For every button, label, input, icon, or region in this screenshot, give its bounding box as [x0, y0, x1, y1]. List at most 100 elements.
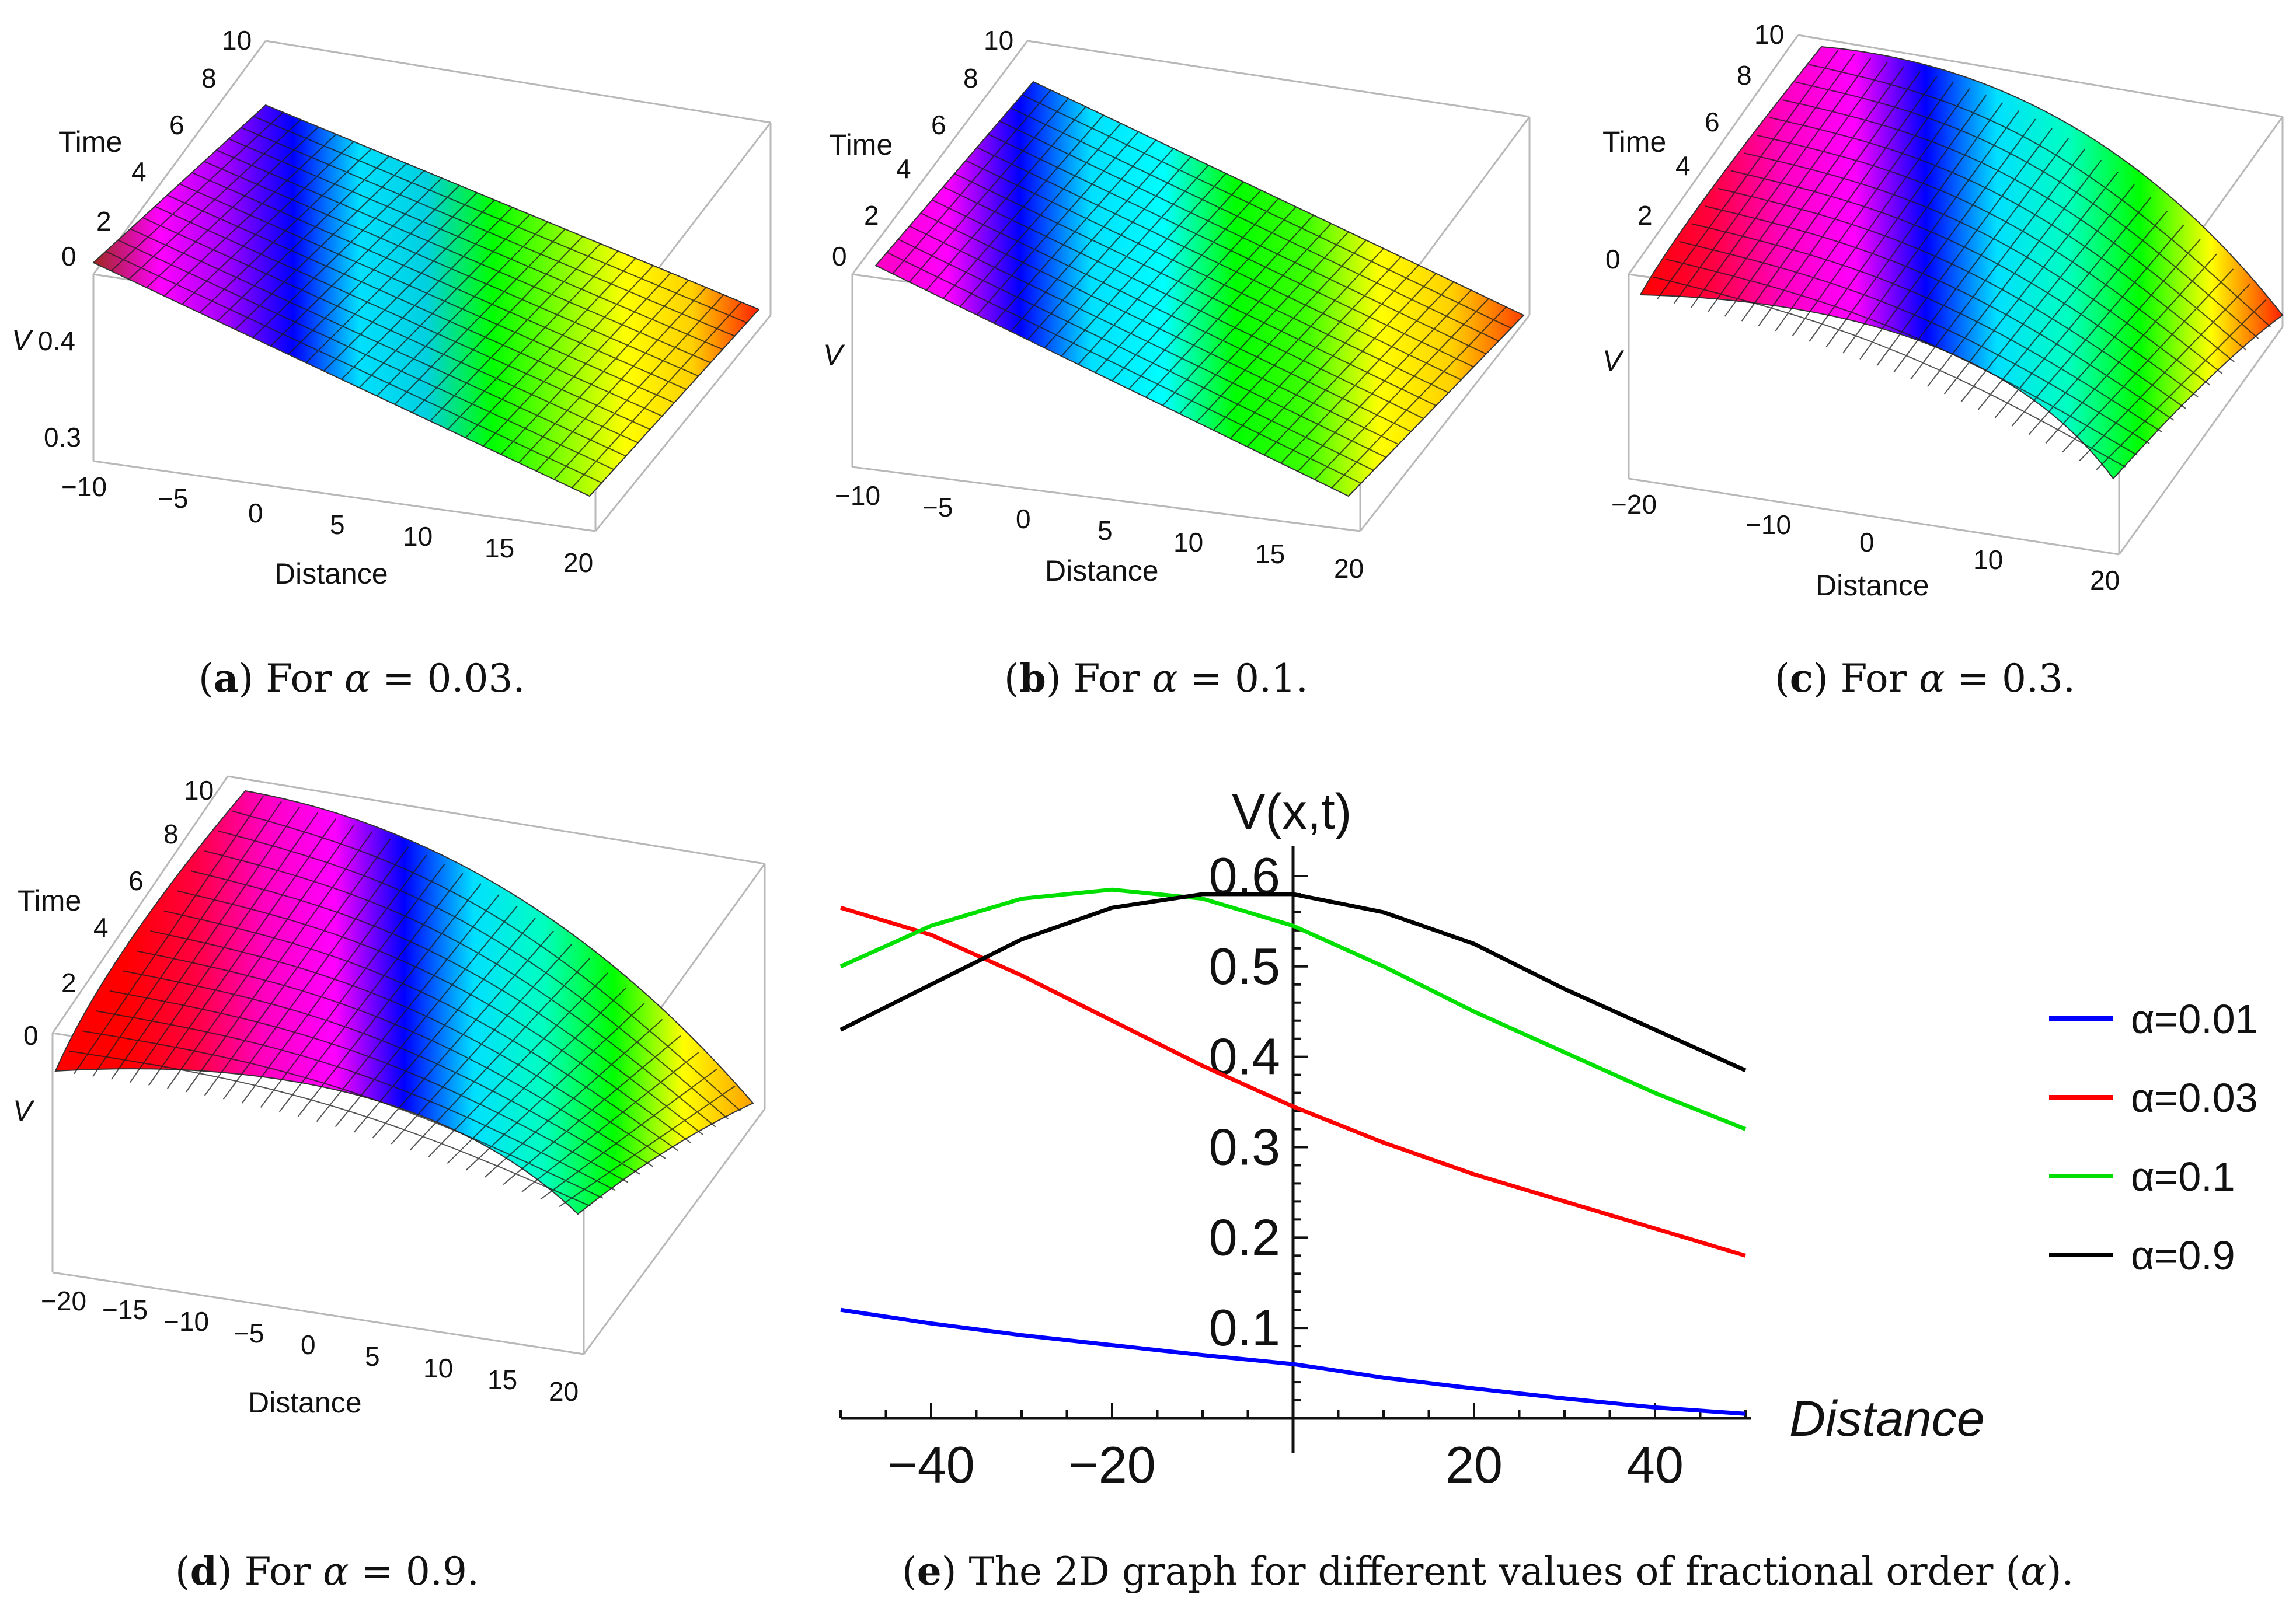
panel-d-time-tick: 0 — [23, 1020, 39, 1051]
panel-b-caption: (b) For α = 0.1. — [1004, 655, 1308, 701]
panel-c-time-label: Time — [1602, 125, 1666, 158]
panel-a-distance-tick: 5 — [330, 510, 345, 540]
panel-c-distance-tick: 0 — [1859, 527, 1875, 557]
mesh-line — [137, 950, 654, 1167]
panel-d: Time V Distance 0 2 4 6 8 10 −20 −15 −10… — [13, 775, 766, 1594]
panel-c-time-tick: 2 — [1637, 200, 1653, 231]
mesh-line — [931, 199, 1412, 432]
panel-a: Time V Distance 0 2 4 6 8 10 0.4 0.3 −10… — [12, 25, 772, 701]
panel-a-distance-tick: 20 — [563, 547, 593, 578]
mesh-line — [231, 810, 741, 1112]
mesh-line — [123, 970, 641, 1175]
panel-d-distance-tick: 5 — [365, 1341, 380, 1372]
mesh-line — [1022, 94, 1512, 329]
panel-a-time-tick: 4 — [131, 156, 147, 187]
panel-a-distance-tick: −5 — [158, 483, 188, 514]
panel-d-distance-tick: 0 — [301, 1330, 316, 1360]
mesh-line — [977, 147, 1462, 381]
mesh-line — [253, 116, 747, 323]
panel-a-v-tick: 0.3 — [44, 422, 81, 452]
mesh-line — [216, 149, 711, 364]
mesh-line — [988, 134, 1474, 368]
mesh-line — [1730, 170, 2199, 397]
panel-e-caption: (e) The 2D graph for different values of… — [902, 1548, 2074, 1594]
panel-d-distance-tick: −20 — [41, 1286, 86, 1316]
mesh-line — [1653, 276, 2126, 468]
mesh-line — [82, 1030, 604, 1199]
surface-a — [92, 104, 760, 497]
panel-a-distance-tick: 15 — [485, 533, 514, 563]
panel-a-v-label: V — [12, 324, 34, 357]
panel-c-v-label: V — [1602, 344, 1625, 377]
panel-d-distance-tick: 15 — [487, 1365, 517, 1395]
mesh-line — [1757, 134, 2223, 374]
mesh-d — [69, 796, 741, 1208]
panel-b-distance-tick: 0 — [1016, 504, 1031, 534]
panel-e: −40 −20 20 40 0.10.20.30.40.50.6 V(x,t) Dis… — [839, 784, 2258, 1594]
panel-c-caption: (c) For α = 0.3. — [1775, 655, 2075, 701]
panel-d-time-tick: 4 — [93, 912, 109, 943]
panel-d-time-tick: 2 — [61, 968, 76, 998]
panel-d-time-ticks: 0 2 4 6 8 10 — [23, 775, 214, 1051]
mesh-c — [1653, 50, 2271, 470]
panel-b-time-ticks: 0 2 4 6 8 10 — [832, 25, 1013, 271]
panel-a-distance-tick: 10 — [403, 521, 433, 552]
mesh-line — [109, 990, 629, 1183]
x-tick-label: 20 — [1445, 1436, 1503, 1494]
panel-a-caption: (a) For α = 0.03. — [198, 655, 525, 701]
panel-b-distance-tick: 10 — [1173, 527, 1203, 557]
panel-c-time-tick: 0 — [1605, 244, 1621, 274]
panel-a-time-ticks: 0 2 4 6 8 10 — [61, 25, 252, 271]
panel-a-time-tick: 2 — [96, 206, 112, 236]
mesh-line — [920, 212, 1399, 445]
legend: α=0.01 α=0.03 α=0.1 α=0.9 — [2049, 996, 2258, 1278]
x-tick-label: 40 — [1626, 1436, 1684, 1494]
mesh-line — [218, 830, 729, 1119]
panel-c-time-tick: 8 — [1737, 60, 1752, 90]
mesh-line — [1769, 117, 2235, 362]
panel-c-box — [1628, 34, 2284, 556]
panel-d-time-label: Time — [18, 884, 81, 917]
panel-d-distance-tick: −5 — [234, 1318, 264, 1348]
mesh-line — [1717, 187, 2186, 409]
surface-d — [54, 790, 754, 1215]
mesh-line — [1808, 64, 2271, 327]
panel-b-time-tick: 4 — [896, 154, 911, 184]
legend-label: α=0.01 — [2131, 996, 2258, 1042]
panel-b-distance-tick: 15 — [1255, 539, 1285, 569]
series-lines — [839, 887, 1747, 1416]
legend-label: α=0.03 — [2131, 1075, 2258, 1121]
mesh-line — [1679, 240, 2150, 444]
panel-a-distance-label: Distance — [274, 557, 388, 590]
legend-label: α=0.1 — [2131, 1154, 2235, 1199]
mesh-line — [117, 239, 614, 470]
panel-b-distance-tick: 5 — [1098, 515, 1113, 546]
panel-c-distance-tick: −10 — [1745, 510, 1791, 540]
mesh-line — [1692, 223, 2162, 432]
mesh-line — [1795, 81, 2259, 339]
panel-c: Time V Distance 0 2 4 6 8 10 −20 −10 0 1… — [1602, 19, 2284, 701]
series-line-3 — [839, 892, 1747, 1073]
panel-b-time-label: Time — [829, 128, 893, 161]
panel-b-time-tick: 2 — [864, 200, 879, 231]
mesh-line — [954, 173, 1437, 406]
panel-b-time-tick: 0 — [832, 241, 847, 271]
panel-c-distance-tick: 10 — [1973, 545, 2003, 575]
panel-a-time-label: Time — [58, 125, 122, 158]
mesh-line — [228, 138, 723, 350]
y-tick-label: 0.4 — [1209, 1028, 1280, 1086]
mesh-line — [154, 205, 651, 430]
mesh-line — [204, 161, 699, 377]
mesh-line — [909, 225, 1386, 458]
mesh-a — [105, 111, 747, 489]
panel-c-time-ticks: 0 2 4 6 8 10 — [1605, 19, 1784, 274]
x-axis-label: Distance — [1789, 1391, 1985, 1447]
panel-d-distance-tick: 20 — [549, 1376, 579, 1407]
panel-a-time-tick: 8 — [201, 63, 217, 93]
panel-b-distance-ticks: −10 −5 0 5 10 15 20 — [835, 480, 1364, 584]
mesh-line — [1010, 107, 1499, 342]
y-tick-label: 0.2 — [1209, 1208, 1280, 1266]
panel-b-distance-tick: −10 — [835, 480, 880, 511]
series-line-2 — [839, 887, 1747, 1131]
surface-c — [1639, 46, 2284, 480]
